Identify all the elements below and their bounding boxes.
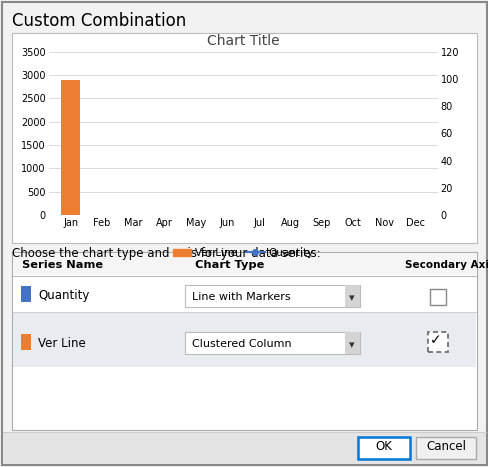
Text: Line with Markers: Line with Markers (192, 292, 290, 302)
Bar (13, 253, 475, 275)
Text: ✓: ✓ (429, 333, 441, 347)
Bar (21, 286, 31, 302)
Bar (61, 80, 80, 215)
Bar (13, 277, 475, 312)
FancyBboxPatch shape (12, 252, 476, 430)
Bar (13, 313, 475, 367)
Text: Cancel: Cancel (425, 439, 465, 453)
Title: Chart Title: Chart Title (206, 34, 279, 48)
Legend: Ver Line, Quantity: Ver Line, Quantity (168, 244, 318, 262)
FancyBboxPatch shape (184, 332, 359, 354)
Text: Secondary Axis: Secondary Axis (404, 260, 488, 270)
Bar (21, 334, 31, 350)
Text: ▾: ▾ (348, 340, 354, 350)
Text: ▾: ▾ (348, 293, 354, 303)
Text: Series Name: Series Name (22, 260, 103, 270)
Text: Custom Combination: Custom Combination (12, 12, 186, 30)
Text: Clustered Column: Clustered Column (192, 339, 291, 349)
Text: Ver Line: Ver Line (38, 337, 85, 350)
FancyBboxPatch shape (357, 437, 409, 459)
FancyBboxPatch shape (427, 332, 447, 352)
FancyBboxPatch shape (429, 289, 445, 305)
FancyBboxPatch shape (12, 33, 476, 243)
Bar (3, 432, 485, 464)
FancyBboxPatch shape (345, 332, 359, 354)
Text: Quantity: Quantity (38, 289, 89, 302)
Text: OK: OK (375, 439, 392, 453)
FancyBboxPatch shape (345, 285, 359, 307)
Text: Choose the chart type and axis for your data series:: Choose the chart type and axis for your … (12, 247, 320, 260)
FancyBboxPatch shape (415, 437, 475, 459)
FancyBboxPatch shape (184, 285, 359, 307)
Text: Chart Type: Chart Type (195, 260, 264, 270)
